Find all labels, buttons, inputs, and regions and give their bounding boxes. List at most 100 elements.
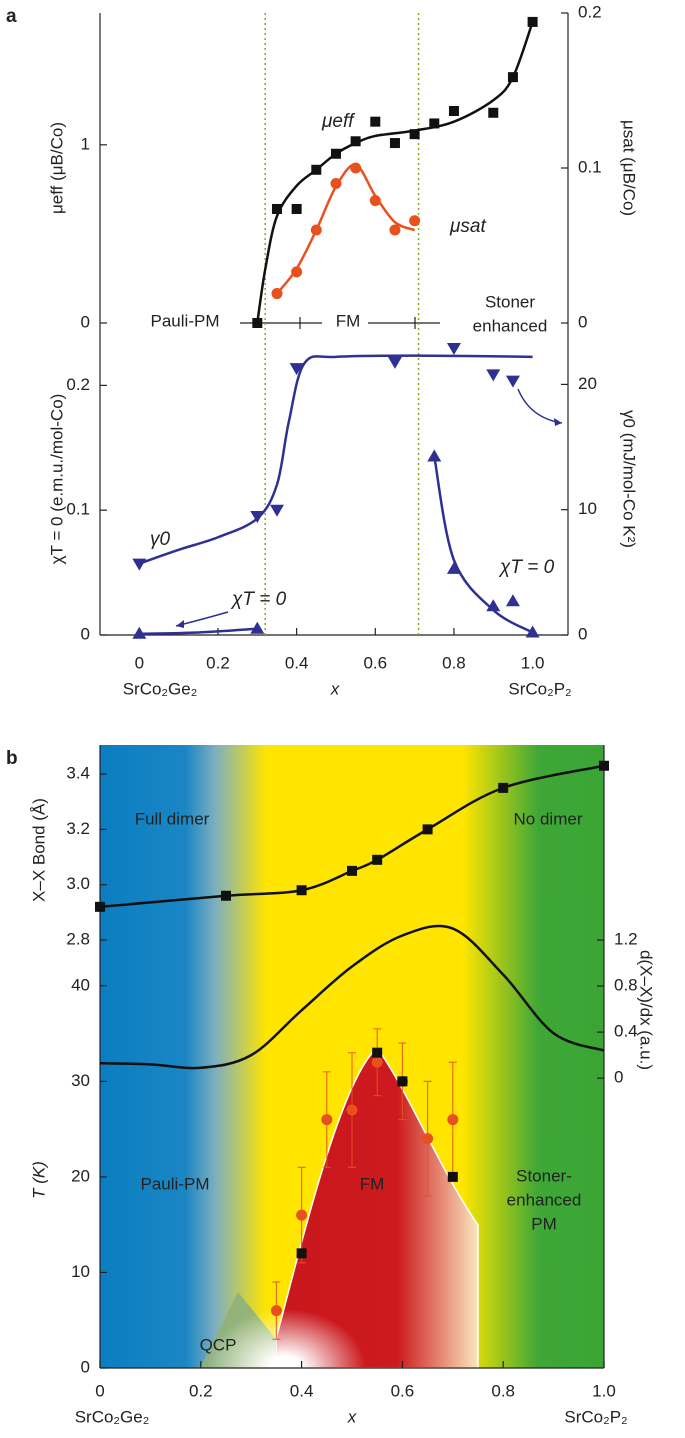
marker (372, 854, 383, 865)
marker (252, 318, 263, 328)
x-tick-label: 0.8 (442, 653, 466, 672)
marker (488, 107, 499, 118)
y-tick-label: 1.2 (614, 930, 638, 949)
x-left-label: SrCo₂Ge₂ (123, 679, 198, 698)
marker (447, 1114, 459, 1126)
region-label: Full dimer (135, 809, 210, 828)
series-line (275, 163, 416, 295)
x-right-label: SrCo₂P₂ (564, 1407, 627, 1426)
x-left-label: SrCo₂Ge₂ (75, 1407, 150, 1426)
y-tick-label: 20 (578, 374, 597, 393)
marker (270, 1305, 282, 1317)
y-tick-label: 0 (578, 312, 587, 331)
region-label: QCP (200, 1335, 237, 1354)
x-tick-label: 0.4 (290, 1381, 314, 1400)
x-tick-label: 0.4 (285, 653, 309, 672)
x-tick-label: 0 (135, 653, 144, 672)
marker (321, 1114, 333, 1126)
marker (527, 16, 538, 27)
marker (347, 865, 357, 876)
series-label: χT = 0 (498, 557, 555, 578)
series-label: γ0 (150, 529, 171, 550)
marker (409, 215, 421, 227)
series-line (139, 456, 534, 636)
y-tick-label: 10 (578, 499, 597, 518)
y-tick-label: 3.2 (66, 819, 90, 838)
x-tick-label: 0.6 (363, 653, 387, 672)
series-label: μeff (321, 111, 355, 132)
marker (486, 599, 501, 612)
marker (271, 203, 282, 214)
marker (387, 356, 402, 369)
marker (389, 224, 401, 236)
region-label: No dimer (514, 809, 583, 828)
marker (296, 1209, 308, 1221)
y-axis-label: χT = 0 (e.m.u./mol-Co) (47, 394, 66, 565)
marker (346, 1104, 358, 1116)
marker (291, 266, 303, 278)
marker (296, 885, 307, 896)
arrow-head (176, 620, 184, 628)
marker (525, 625, 540, 638)
y2-axis-label: μsat (μB/Co) (620, 120, 639, 216)
y-tick-label: 0.4 (614, 1022, 638, 1041)
marker (409, 129, 420, 140)
marker (132, 626, 147, 639)
y-tick-label: 0.1 (578, 157, 602, 176)
marker (250, 510, 265, 523)
marker (448, 105, 459, 116)
arrow-head (554, 418, 562, 426)
marker (486, 369, 501, 382)
x-tick-label: 0.6 (391, 1381, 415, 1400)
marker (371, 1056, 383, 1068)
marker (372, 1047, 383, 1058)
marker (498, 782, 509, 793)
series-line (138, 354, 533, 565)
marker (350, 136, 361, 147)
qcp-glow (206, 1250, 366, 1368)
marker (311, 164, 322, 175)
x-tick-label: 1.0 (592, 1381, 616, 1400)
region-label: FM (360, 1174, 385, 1193)
y-tick-label: 20 (71, 1166, 90, 1185)
series-label: μsat (449, 216, 486, 237)
y-tick-label: 0.2 (66, 375, 90, 394)
region-label: enhanced (507, 1190, 582, 1209)
region-label: FM (336, 311, 361, 330)
marker (271, 288, 283, 300)
marker (446, 561, 461, 574)
marker (350, 162, 362, 174)
y-tick-label: 0 (81, 1357, 90, 1376)
marker (330, 148, 341, 159)
y-tick-label: 0 (81, 312, 90, 331)
marker (422, 824, 433, 835)
y-tick-label: 2.8 (66, 930, 90, 949)
marker (291, 203, 302, 214)
marker (447, 1171, 458, 1182)
marker (330, 178, 342, 189)
marker (389, 138, 400, 149)
marker (269, 504, 284, 517)
marker (310, 224, 322, 236)
marker (429, 118, 440, 129)
marker (296, 1248, 307, 1259)
x-right-label: SrCo₂P₂ (508, 679, 571, 698)
region-label: enhanced (473, 316, 548, 335)
marker (505, 594, 520, 607)
region-label: Pauli-PM (151, 311, 220, 330)
y-axis-label: T (K) (29, 1161, 48, 1199)
y-tick-label: 3.4 (66, 764, 90, 783)
arrow (517, 388, 563, 424)
region-label: Pauli-PM (141, 1174, 210, 1193)
x-tick-label: 0.2 (206, 653, 230, 672)
marker (370, 116, 381, 127)
y2-axis-label: d(X–X)/dx (a.u.) (637, 950, 656, 1070)
marker (289, 363, 304, 376)
y-tick-label: 0.2 (578, 2, 602, 21)
series-line (256, 21, 534, 324)
y-tick-label: 30 (71, 1071, 90, 1090)
x-tick-label: 0 (95, 1381, 104, 1400)
x-tick-label: 1.0 (521, 653, 545, 672)
